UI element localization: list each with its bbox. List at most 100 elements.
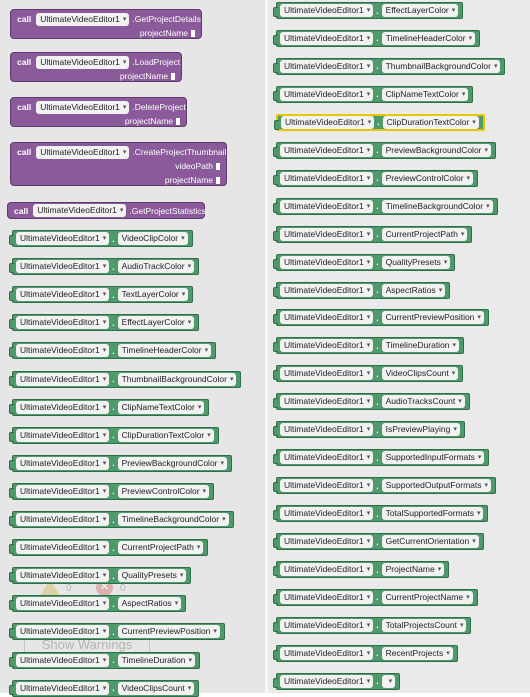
component-dropdown[interactable]: UltimateVideoEditor1 ▾ xyxy=(16,288,110,302)
property-dropdown[interactable]: PreviewBackgroundColor ▾ xyxy=(117,456,228,470)
component-dropdown[interactable]: UltimateVideoEditor1 ▾ xyxy=(36,12,130,26)
property-dropdown[interactable]: AspectRatios ▾ xyxy=(381,283,446,297)
component-dropdown[interactable]: UltimateVideoEditor1 ▾ xyxy=(280,143,374,157)
component-dropdown[interactable]: UltimateVideoEditor1 ▾ xyxy=(280,674,374,688)
getter-block[interactable]: UltimateVideoEditor1 ▾. ClipNameTextColor ▾ xyxy=(8,398,210,416)
property-dropdown[interactable]: TimelineDuration ▾ xyxy=(117,653,196,667)
getter-block[interactable]: UltimateVideoEditor1 ▾. CurrentProjectName… xyxy=(273,588,478,606)
component-dropdown[interactable]: UltimateVideoEditor1 ▾ xyxy=(280,395,374,409)
getter-block[interactable]: UltimateVideoEditor1 ▾. CurrentPreviewPosi… xyxy=(273,309,489,327)
getter-block[interactable]: UltimateVideoEditor1 ▾. ClipNameTextColor ▾ xyxy=(272,85,474,103)
getter-block[interactable]: UltimateVideoEditor1 ▾. CurrentProjectPath… xyxy=(8,539,209,557)
component-dropdown[interactable]: UltimateVideoEditor1 ▾ xyxy=(280,646,374,660)
property-dropdown[interactable]: TimelineBackgroundColor ▾ xyxy=(117,513,229,526)
property-dropdown[interactable]: TotalProjectsCount ▾ xyxy=(381,618,467,632)
getter-block[interactable]: UltimateVideoEditor1 ▾. PreviewControlColo… xyxy=(8,482,215,500)
component-dropdown[interactable]: UltimateVideoEditor1 ▾ xyxy=(280,423,374,437)
component-dropdown[interactable]: UltimateVideoEditor1 ▾ xyxy=(280,199,374,213)
component-dropdown[interactable]: UltimateVideoEditor1 ▾ xyxy=(16,428,110,442)
property-dropdown[interactable]: ClipDurationTextColor ▾ xyxy=(117,428,214,442)
getter-block[interactable]: UltimateVideoEditor1 ▾. TimelineBackground… xyxy=(9,511,234,528)
property-dropdown[interactable]: ProjectName ▾ xyxy=(381,563,445,576)
component-dropdown[interactable]: UltimateVideoEditor1 ▾ xyxy=(16,372,110,386)
getter-block[interactable]: UltimateVideoEditor1 ▾. TimelineDuration ▾ xyxy=(272,337,465,355)
getter-block[interactable]: UltimateVideoEditor1 ▾. GetCurrentOrientat… xyxy=(273,533,484,551)
component-dropdown[interactable]: UltimateVideoEditor1 ▾ xyxy=(16,400,110,414)
getter-block[interactable]: UltimateVideoEditor1 ▾. SupportedInputForm… xyxy=(272,449,490,467)
getter-block[interactable]: UltimateVideoEditor1 ▾. PreviewControlColo… xyxy=(272,169,479,187)
property-dropdown[interactable]: TimelineHeaderColor ▾ xyxy=(381,31,476,45)
getter-block[interactable]: UltimateVideoEditor1 ▾. TotalSupportedForm… xyxy=(272,505,489,523)
component-dropdown[interactable]: UltimateVideoEditor1 ▾ xyxy=(16,513,110,526)
component-dropdown[interactable]: UltimateVideoEditor1 ▾ xyxy=(280,87,374,101)
property-dropdown[interactable]: EffectLayerColor ▾ xyxy=(381,4,459,17)
getter-block[interactable]: UltimateVideoEditor1 ▾. TimelineHeaderColo… xyxy=(272,29,481,47)
property-dropdown[interactable]: QualityPresets ▾ xyxy=(117,569,187,583)
getter-block[interactable]: UltimateVideoEditor1 ▾. TextLayerColor ▾ xyxy=(8,286,194,304)
property-dropdown[interactable]: AspectRatios ▾ xyxy=(117,597,182,611)
getter-block[interactable]: UltimateVideoEditor1 ▾. ThumbnailBackgroun… xyxy=(272,57,506,75)
component-dropdown[interactable]: UltimateVideoEditor1 ▾ xyxy=(281,115,375,129)
component-dropdown[interactable]: UltimateVideoEditor1 ▾ xyxy=(280,311,374,325)
property-dropdown[interactable]: PreviewBackgroundColor ▾ xyxy=(381,143,492,157)
component-dropdown[interactable]: UltimateVideoEditor1 ▾ xyxy=(16,597,110,611)
property-dropdown[interactable]: CurrentPreviewPosition ▾ xyxy=(381,311,484,325)
property-dropdown[interactable]: VideoClipsCount ▾ xyxy=(117,681,195,695)
component-dropdown[interactable]: UltimateVideoEditor1 ▾ xyxy=(16,316,110,330)
component-dropdown[interactable]: UltimateVideoEditor1 ▾ xyxy=(36,100,130,114)
component-dropdown[interactable]: UltimateVideoEditor1 ▾ xyxy=(16,569,110,583)
property-dropdown[interactable]: SupportedOutputFormats ▾ xyxy=(381,479,492,493)
getter-block[interactable]: UltimateVideoEditor1 ▾. QualityPresets ▾ xyxy=(8,567,192,585)
component-dropdown[interactable]: UltimateVideoEditor1 ▾ xyxy=(16,653,110,667)
property-dropdown[interactable]: AudioTracksCount ▾ xyxy=(381,395,465,409)
method-call-block[interactable]: call UltimateVideoEditor1 ▾ .GetProjectDeta… xyxy=(10,9,202,39)
property-dropdown[interactable]: TotalSupportedFormats ▾ xyxy=(381,507,484,521)
property-dropdown[interactable]: IsPreviewPlaying ▾ xyxy=(381,423,460,437)
getter-block[interactable]: UltimateVideoEditor1 ▾. ProjectName ▾ xyxy=(272,561,450,578)
component-dropdown[interactable]: UltimateVideoEditor1 ▾ xyxy=(280,31,374,45)
property-dropdown[interactable]: CurrentProjectName ▾ xyxy=(381,590,473,604)
property-dropdown[interactable]: GetCurrentOrientation ▾ xyxy=(381,535,479,549)
getter-block[interactable]: UltimateVideoEditor1 ▾. CurrentPreviewPosi… xyxy=(9,623,225,641)
property-dropdown[interactable]: ClipDurationTextColor ▾ xyxy=(382,115,479,129)
property-dropdown[interactable]: CurrentProjectPath ▾ xyxy=(117,541,204,555)
component-dropdown[interactable]: UltimateVideoEditor1 ▾ xyxy=(280,59,374,73)
component-dropdown[interactable]: UltimateVideoEditor1 ▾ xyxy=(280,171,374,185)
method-call-block[interactable]: call UltimateVideoEditor1 ▾ .DeleteProject p… xyxy=(10,97,187,127)
property-dropdown[interactable]: ThumbnailBackgroundColor ▾ xyxy=(381,59,501,73)
getter-block[interactable]: UltimateVideoEditor1 ▾. AudioTrackColor ▾ xyxy=(8,258,200,276)
component-dropdown[interactable]: UltimateVideoEditor1 ▾ xyxy=(280,451,374,465)
getter-block[interactable]: UltimateVideoEditor1 ▾. EffectLayerColor ▾ xyxy=(272,2,464,19)
getter-block[interactable]: UltimateVideoEditor1 ▾. ThumbnailBackgroun… xyxy=(8,370,242,388)
getter-block[interactable]: UltimateVideoEditor1 ▾. VideoClipsCount ▾ xyxy=(272,365,464,383)
getter-block[interactable]: UltimateVideoEditor1 ▾. TimelineBackground… xyxy=(273,197,498,215)
component-dropdown[interactable]: UltimateVideoEditor1 ▾ xyxy=(280,507,374,521)
property-dropdown[interactable]: QualityPresets ▾ xyxy=(381,255,451,269)
property-dropdown[interactable]: AudioTrackColor ▾ xyxy=(117,260,195,274)
getter-block[interactable]: UltimateVideoEditor1 ▾. IsPreviewPlaying ▾ xyxy=(273,421,465,439)
component-dropdown[interactable]: UltimateVideoEditor1 ▾ xyxy=(16,456,110,470)
getter-block[interactable]: UltimateVideoEditor1 ▾. ClipDurationTextCo… xyxy=(274,113,485,131)
component-dropdown[interactable]: UltimateVideoEditor1 ▾ xyxy=(280,479,374,493)
component-dropdown[interactable]: UltimateVideoEditor1 ▾ xyxy=(280,227,374,241)
component-dropdown[interactable]: UltimateVideoEditor1 ▾ xyxy=(36,145,130,159)
property-dropdown[interactable]: EffectLayerColor ▾ xyxy=(117,316,195,330)
component-dropdown[interactable]: UltimateVideoEditor1 ▾ xyxy=(33,204,127,217)
component-dropdown[interactable]: UltimateVideoEditor1 ▾ xyxy=(36,55,130,69)
getter-block[interactable]: UltimateVideoEditor1 ▾. PreviewBackgroundC… xyxy=(272,141,497,159)
component-dropdown[interactable]: UltimateVideoEditor1 ▾ xyxy=(280,367,374,381)
property-dropdown[interactable]: PreviewControlColor ▾ xyxy=(117,484,210,498)
component-dropdown[interactable]: UltimateVideoEditor1 ▾ xyxy=(280,590,374,604)
getter-block[interactable]: UltimateVideoEditor1 ▾. ▾ xyxy=(272,672,401,690)
method-call-block[interactable]: call UltimateVideoEditor1 ▾ .GetProjectStat… xyxy=(7,202,206,219)
component-dropdown[interactable]: UltimateVideoEditor1 ▾ xyxy=(16,232,110,245)
property-dropdown[interactable]: CurrentPreviewPosition ▾ xyxy=(117,625,220,639)
property-dropdown[interactable]: VideoClipColor ▾ xyxy=(117,232,188,245)
property-dropdown[interactable]: TimelineHeaderColor ▾ xyxy=(117,344,212,358)
getter-block[interactable]: UltimateVideoEditor1 ▾. VideoClipColor ▾ xyxy=(9,230,193,247)
property-dropdown[interactable]: ThumbnailBackgroundColor ▾ xyxy=(117,372,237,386)
method-call-block[interactable]: call UltimateVideoEditor1 ▾ .CreateProjectT… xyxy=(10,142,227,186)
component-dropdown[interactable]: UltimateVideoEditor1 ▾ xyxy=(280,535,374,549)
getter-block[interactable]: UltimateVideoEditor1 ▾. AspectRatios ▾ xyxy=(8,595,187,613)
component-dropdown[interactable]: UltimateVideoEditor1 ▾ xyxy=(16,484,110,498)
